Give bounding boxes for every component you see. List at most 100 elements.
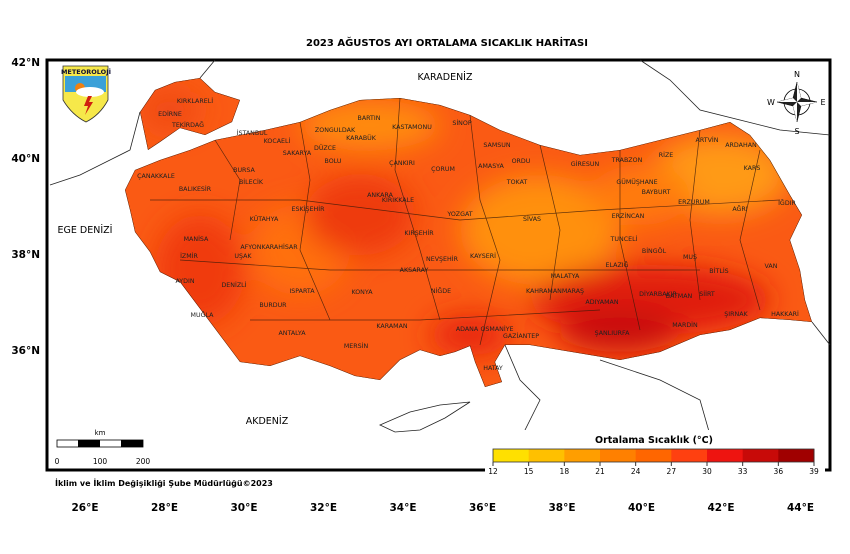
province-label: GAZİANTEP — [503, 331, 539, 340]
province-label: AYDIN — [175, 278, 194, 285]
sea-label-mediterranean: AKDENİZ — [246, 416, 289, 427]
province-label: BİTLİS — [709, 266, 728, 275]
province-label: ANTALYA — [278, 330, 306, 337]
legend-bin — [635, 449, 672, 462]
province-label: KARABÜK — [346, 133, 377, 142]
legend-bin — [600, 449, 637, 462]
province-label: MALATYA — [551, 273, 580, 280]
legend-bin — [493, 449, 530, 462]
province-label: ERZURUM — [678, 199, 710, 206]
province-label: ESKİŞEHİR — [292, 204, 326, 213]
province-label: KIRIKKALE — [382, 197, 414, 204]
province-label: MUĞLA — [191, 310, 215, 319]
province-label: ÇANAKKALE — [137, 173, 175, 180]
province-label: ŞIRNAK — [724, 311, 748, 318]
legend-tick-label: 12 — [488, 467, 498, 476]
province-label: KASTAMONU — [392, 124, 432, 131]
legend-bin — [742, 449, 779, 462]
province-label: ANKARA — [367, 192, 393, 199]
province-label: DENİZLİ — [221, 280, 246, 289]
legend-title: Ortalama Sıcaklık (°C) — [595, 435, 713, 446]
coastline-neighbours — [49, 59, 831, 471]
province-label: HAKKARİ — [771, 309, 799, 318]
legend-bin — [707, 449, 744, 462]
province-label: KAYSERİ — [470, 251, 496, 260]
province-label: BALIKESİR — [179, 184, 212, 193]
compass-w: W — [767, 98, 775, 107]
scale-label-200: 200 — [136, 457, 151, 466]
legend-tick-label: 18 — [560, 467, 570, 476]
province-label: SİİRT — [699, 289, 715, 298]
province-label: KÜTAHYA — [250, 214, 279, 223]
province-label: ZONGULDAK — [315, 127, 356, 134]
temperature-field — [125, 78, 812, 387]
legend-tick-label: 15 — [524, 467, 534, 476]
lon-tick-label: 30°E — [230, 502, 257, 514]
province-label: ARTVİN — [696, 135, 719, 144]
province-label: ŞANLIURFA — [595, 330, 631, 337]
province-label: DÜZCE — [314, 143, 336, 152]
province-label: SİVAS — [523, 214, 541, 223]
province-label: MARDİN — [672, 320, 698, 329]
legend-tick-label: 24 — [631, 467, 641, 476]
province-label: ADANA — [456, 326, 479, 333]
province-label: KONYA — [351, 289, 373, 296]
latitude-axis: 42°N 40°N 38°N 36°N — [11, 57, 40, 357]
province-label: NEVŞEHİR — [426, 254, 459, 263]
province-label: TOKAT — [506, 179, 528, 186]
province-label: GÜMÜŞHANE — [616, 177, 657, 186]
province-label: KIRKLARELİ — [177, 96, 213, 105]
legend-tick-label: 30 — [702, 467, 712, 476]
island-cyprus — [379, 401, 471, 433]
scale-label-100: 100 — [93, 457, 108, 466]
legend-bin — [528, 449, 565, 462]
logo-text: METEOROLOJİ — [61, 67, 111, 76]
province-label: ERZİNCAN — [612, 211, 645, 220]
legend-tick-label: 36 — [774, 467, 784, 476]
lat-tick-label: 38°N — [11, 249, 40, 261]
legend-tick-label: 33 — [738, 467, 748, 476]
province-label: EDİRNE — [158, 109, 182, 118]
lon-tick-label: 44°E — [787, 502, 814, 514]
sea-label-black-sea: KARADENİZ — [417, 72, 473, 83]
credit-text: İklim ve İklim Değişikliği Şube Müdürlüğ… — [55, 478, 273, 488]
province-label: KARS — [744, 165, 761, 172]
province-label: BATMAN — [666, 293, 693, 300]
province-label: ELAZIĞ — [606, 260, 629, 269]
province-label: VAN — [765, 263, 778, 270]
province-label: ORDU — [512, 158, 531, 165]
province-label: TUNCELİ — [610, 234, 638, 243]
scale-unit: km — [95, 429, 106, 437]
lat-tick-label: 36°N — [11, 345, 40, 357]
province-label: BİLECİK — [239, 177, 264, 186]
province-label: MERSİN — [344, 341, 369, 350]
province-label: UŞAK — [234, 253, 252, 260]
lon-tick-label: 34°E — [389, 502, 416, 514]
province-label: ADIYAMAN — [585, 299, 618, 306]
legend-tick-label: 27 — [667, 467, 677, 476]
lat-tick-label: 40°N — [11, 153, 40, 165]
province-label: ISPARTA — [289, 288, 315, 295]
province-label: TEKİRDAĞ — [171, 120, 204, 129]
province-label: BİNGÖL — [642, 246, 667, 255]
lon-tick-label: 32°E — [310, 502, 337, 514]
lon-tick-label: 36°E — [469, 502, 496, 514]
province-label: AĞRI — [732, 204, 747, 213]
legend-bin — [564, 449, 601, 462]
province-label: MUŞ — [683, 254, 697, 261]
province-label: NİĞDE — [431, 286, 451, 295]
province-label: SAMSUN — [483, 142, 510, 149]
lon-tick-label: 40°E — [628, 502, 655, 514]
province-label: MANİSA — [184, 234, 209, 243]
province-label: HATAY — [483, 365, 503, 372]
compass-rose-icon: N S E W — [767, 70, 825, 136]
province-label: KIRŞEHİR — [404, 228, 434, 237]
compass-s: S — [794, 127, 799, 136]
meteoroloji-logo: METEOROLOJİ — [61, 65, 111, 123]
province-label: AFYONKARAHİSAR — [240, 242, 298, 251]
province-label: BURSA — [233, 167, 255, 174]
province-label: YOZGAT — [446, 211, 472, 218]
province-label: OSMANİYE — [480, 324, 513, 333]
